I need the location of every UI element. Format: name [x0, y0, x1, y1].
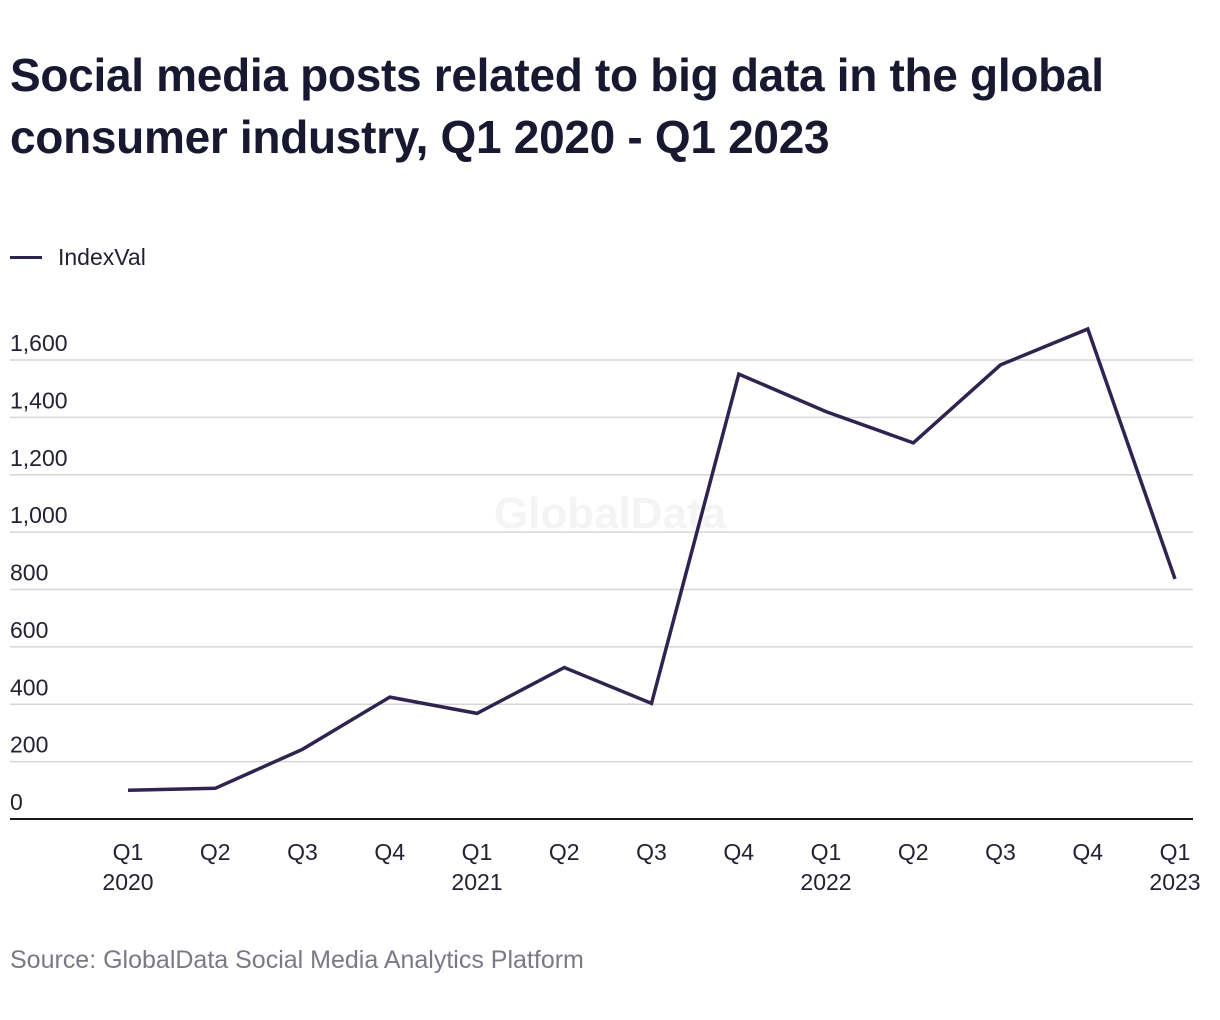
x-tick-label: Q4: [723, 839, 754, 865]
x-tick-label: Q2: [898, 839, 929, 865]
x-tick-label: Q2: [200, 839, 231, 865]
y-tick-label: 1,200: [10, 445, 68, 471]
y-tick-label: 1,400: [10, 387, 68, 413]
series-layer: [127, 326, 1177, 793]
watermark-text: GlobalData: [494, 489, 727, 538]
source-note: Source: GlobalData Social Media Analytic…: [10, 946, 584, 974]
x-tick-label: Q3: [636, 839, 667, 865]
x-tick-label: Q4: [374, 839, 405, 865]
chart-title: Social media posts related to big data i…: [10, 49, 1104, 163]
y-tick-label: 400: [10, 674, 48, 700]
x-tick-label: Q1: [811, 839, 842, 865]
x-tick-year-label: 2022: [800, 869, 851, 895]
x-tick-year-label: 2020: [102, 869, 153, 895]
gridlines: [10, 359, 1193, 820]
x-tick-label: Q2: [549, 839, 580, 865]
legend: IndexVal: [10, 242, 146, 272]
x-tick-label: Q4: [1072, 839, 1103, 865]
y-axis-ticks: 0 200 400 600 800 1,000 1,200 1,400 1,600: [10, 330, 68, 815]
y-tick-label: 800: [10, 560, 48, 586]
x-tick-year-label: 2023: [1149, 869, 1200, 895]
x-tick-label: Q1: [1160, 839, 1191, 865]
series-line-indexval: [127, 326, 1177, 793]
y-tick-label: 200: [10, 732, 48, 758]
x-tick-label: Q1: [462, 839, 493, 865]
legend-label: IndexVal: [58, 243, 146, 270]
x-tick-label: Q1: [113, 839, 144, 865]
y-tick-label: 1,600: [10, 330, 68, 356]
legend-swatch: [10, 255, 42, 259]
x-tick-label: Q3: [287, 839, 318, 865]
x-tick-label: Q3: [985, 839, 1016, 865]
y-tick-label: 600: [10, 617, 48, 643]
y-tick-label: 1,000: [10, 502, 68, 528]
x-axis-ticks: Q1 2020 Q2 Q3 Q4 Q1 2021 Q2 Q3 Q4 Q1 2022 Q2 Q3 Q4 Q1 20…: [102, 839, 1200, 895]
y-tick-label: 0: [10, 789, 23, 815]
x-tick-year-label: 2021: [451, 869, 502, 895]
